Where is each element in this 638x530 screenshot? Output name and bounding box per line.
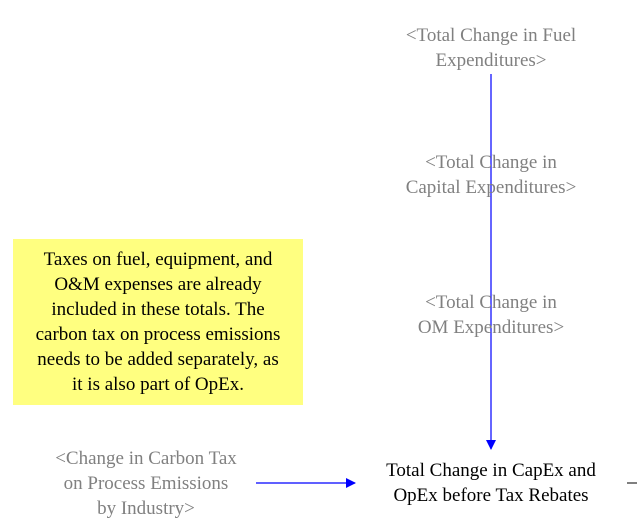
note-line: needs to be added separately, as [37, 349, 279, 370]
note-line: O&M expenses are already [54, 274, 262, 295]
node-line: by Industry> [97, 498, 195, 519]
node-line: <Total Change in [425, 292, 557, 313]
node-line: <Total Change in Fuel [405, 25, 577, 46]
node-line: <Total Change in [425, 152, 557, 173]
note-line: it is also part of OpEx. [71, 374, 245, 395]
node-line: OM Expenditures> [417, 317, 565, 338]
node-line: Expenditures> [435, 50, 547, 71]
node-line: on Process Emissions [63, 473, 229, 494]
note-line: carbon tax on process emissions [35, 324, 281, 345]
node-total-change-fuel-expenditures[interactable]: <Total Change in Fuel Expenditures> [380, 23, 602, 73]
note-line: included in these totals. The [51, 299, 265, 320]
node-total-change-capital-expenditures[interactable]: <Total Change in Capital Expenditures> [380, 150, 602, 200]
node-line: OpEx before Tax Rebates [393, 485, 589, 506]
comment-note[interactable]: Taxes on fuel, equipment, and O&M expens… [13, 239, 303, 405]
node-line: Capital Expenditures> [405, 177, 577, 198]
node-total-change-capex-opex[interactable]: Total Change in CapEx and OpEx before Ta… [362, 458, 620, 508]
node-line: Total Change in CapEx and [386, 460, 596, 481]
node-change-carbon-tax-process-emissions[interactable]: <Change in Carbon Tax on Process Emissio… [30, 446, 262, 521]
node-total-change-om-expenditures[interactable]: <Total Change in OM Expenditures> [380, 290, 602, 340]
node-line: <Change in Carbon Tax [55, 448, 237, 469]
note-line: Taxes on fuel, equipment, and [43, 249, 273, 270]
